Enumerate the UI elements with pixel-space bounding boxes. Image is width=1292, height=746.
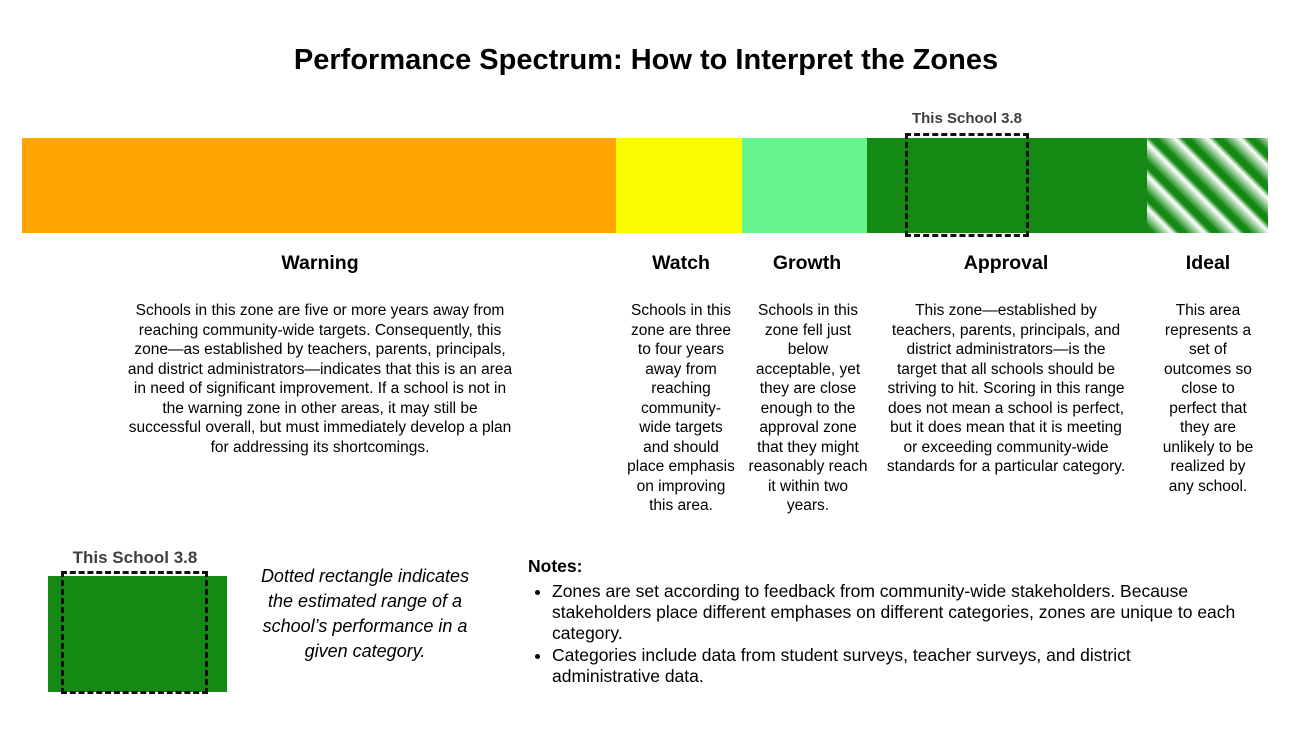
zone-description-approval: This zone—established by teachers, paren… <box>886 302 1126 475</box>
notes-heading: Notes: <box>528 556 583 576</box>
zone-segment-ideal <box>1147 138 1268 233</box>
legend-zone-swatch <box>48 576 227 692</box>
spectrum-bar <box>22 138 1268 233</box>
zone-description-growth: Schools in this zone fell just below acc… <box>748 302 868 514</box>
zone-name-watch: Watch <box>652 252 710 274</box>
page-title: Performance Spectrum: How to Interpret t… <box>293 44 999 76</box>
zone-description-ideal: This area represents a set of outcomes s… <box>1162 302 1254 495</box>
legend-range-marker-box <box>61 571 208 694</box>
zone-description-warning: Schools in this zone are five or more ye… <box>127 302 513 456</box>
zone-name-ideal: Ideal <box>1185 252 1231 274</box>
zone-description-watch: Schools in this zone are three to four y… <box>627 302 735 514</box>
legend-caption: Dotted rectangle indicates the estimated… <box>260 566 470 661</box>
zone-segment-approval <box>867 138 1147 233</box>
school-score-label: This School 3.8 <box>911 110 1023 127</box>
zone-segment-growth <box>742 138 867 233</box>
zone-name-warning: Warning <box>281 252 359 274</box>
note-item: Zones are set according to feedback from… <box>552 581 1242 644</box>
zone-name-approval: Approval <box>963 252 1049 274</box>
legend-school-score-label: This School 3.8 <box>72 548 198 567</box>
notes-list: Zones are set according to feedback from… <box>528 581 1242 687</box>
zone-name-growth: Growth <box>772 252 842 274</box>
zone-segment-warning <box>22 138 616 233</box>
zone-segment-watch <box>616 138 742 233</box>
notes-section: Notes: Zones are set according to feedba… <box>528 556 1242 688</box>
note-item: Categories include data from student sur… <box>552 645 1242 687</box>
school-range-marker-box <box>905 133 1029 237</box>
